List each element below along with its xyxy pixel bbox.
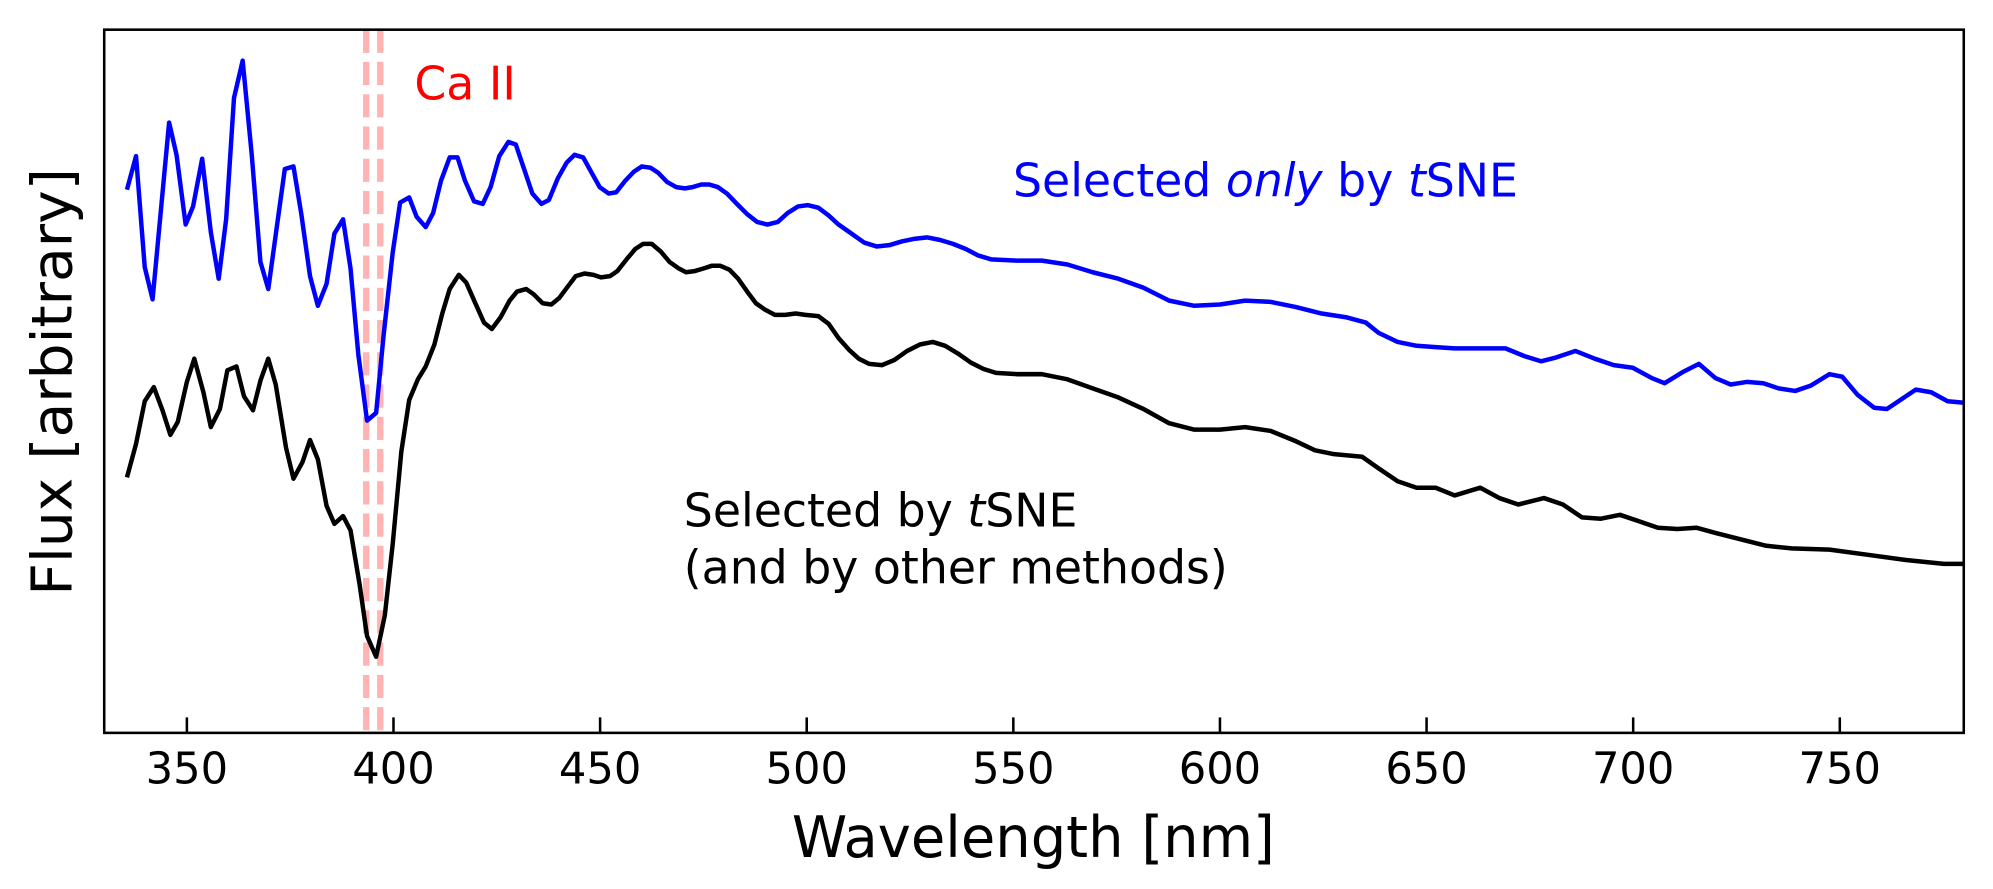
annotation-part: Selected by [684, 483, 968, 537]
x-tick-label: 750 [1799, 744, 1881, 794]
annotation: Ca II [414, 56, 516, 110]
annotation-part: by [1323, 152, 1408, 206]
x-axis-label: Wavelength [nm] [792, 806, 1275, 872]
annotation-part: SNE [1426, 152, 1518, 206]
y-axis-label: Flux [arbitrary] [21, 168, 86, 596]
annotation-part: (and by other methods) [684, 540, 1228, 594]
x-tick-label: 700 [1592, 744, 1674, 794]
x-tick-label: 450 [559, 744, 641, 794]
plot-area [124, 29, 1964, 733]
x-tick-label: 650 [1385, 744, 1467, 794]
annotation-part: t [1408, 152, 1428, 206]
annotation-part: Selected [1013, 152, 1226, 206]
annotation: Selected only by tSNE [1013, 152, 1518, 206]
annotation-part: Ca II [414, 56, 516, 110]
annotation: Selected by tSNE [684, 483, 1078, 537]
annotation-part: t [967, 483, 987, 537]
x-tick-label: 500 [765, 744, 847, 794]
annotation-part: only [1226, 152, 1323, 206]
x-tick-label: 400 [352, 744, 434, 794]
plot-frame [102, 28, 1966, 735]
x-tick-label: 600 [1179, 744, 1261, 794]
x-tick-label: 350 [146, 744, 228, 794]
annotation-part: SNE [985, 483, 1077, 537]
x-tick-label: 550 [972, 744, 1054, 794]
series-line [124, 58, 1964, 423]
series-line [124, 241, 1963, 660]
annotation: (and by other methods) [684, 540, 1228, 594]
